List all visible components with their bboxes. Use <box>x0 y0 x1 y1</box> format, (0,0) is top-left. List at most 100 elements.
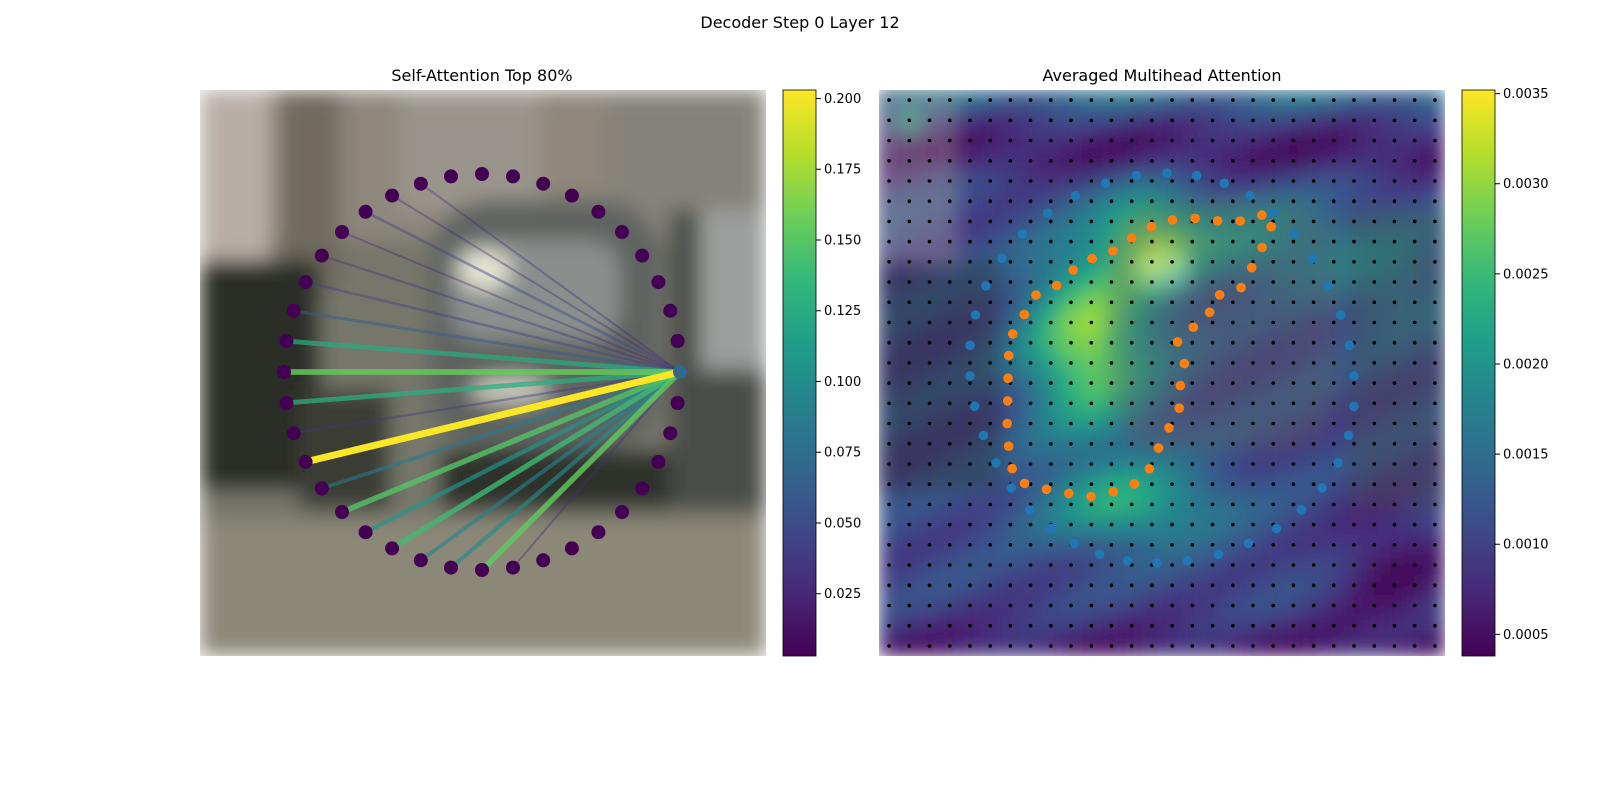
grid-dot <box>1150 623 1154 628</box>
grid-dot <box>948 138 952 143</box>
blue-point <box>1219 178 1230 189</box>
grid-dot <box>1311 159 1316 163</box>
grid-dot <box>1412 522 1417 527</box>
grid-dot <box>1089 199 1094 203</box>
grid-dot <box>1210 280 1215 284</box>
grid-dot <box>1150 502 1154 507</box>
grid-dot <box>1291 421 1296 426</box>
orange-point <box>1031 290 1041 300</box>
grid-dot <box>1231 320 1235 325</box>
grid-dot <box>1332 98 1336 102</box>
grid-dot <box>1412 401 1417 406</box>
grid-dot <box>1190 280 1195 284</box>
grid-dot <box>1412 482 1417 487</box>
grid-dot <box>1251 340 1255 345</box>
blue-point <box>969 401 980 412</box>
grid-dot <box>1291 603 1296 608</box>
grid-dot <box>1332 179 1336 183</box>
grid-dot <box>1028 563 1033 567</box>
grid-dot <box>1210 159 1215 163</box>
grid-dot <box>1231 583 1235 588</box>
grid-dot <box>1332 442 1336 446</box>
attention-edge <box>293 309 681 374</box>
grid-dot <box>1251 603 1255 608</box>
grid-dot <box>1190 159 1195 163</box>
grid-dot <box>1433 280 1437 284</box>
grid-dot <box>1008 583 1013 588</box>
grid-dot <box>1332 644 1336 648</box>
grid-dot <box>1008 543 1013 547</box>
orange-point <box>1204 307 1215 318</box>
grid-dot <box>1291 159 1296 163</box>
grid-dot <box>968 219 972 224</box>
grid-dot <box>1291 179 1296 183</box>
grid-dot <box>1412 644 1417 648</box>
grid-dot <box>1170 442 1174 446</box>
grid-dot <box>1372 502 1377 507</box>
grid-dot <box>1311 280 1316 284</box>
grid-dot <box>887 543 891 547</box>
grid-dot <box>1049 502 1053 507</box>
grid-dot <box>1109 623 1114 628</box>
grid-dot <box>1089 482 1094 487</box>
grid-dot <box>1291 118 1296 123</box>
token-point <box>314 481 329 496</box>
orange-point <box>1108 246 1118 256</box>
grid-dot <box>1231 179 1235 183</box>
grid-dot <box>1271 462 1275 466</box>
grid-dot <box>1109 462 1114 466</box>
grid-dot <box>1170 583 1174 588</box>
grid-dot <box>968 563 972 567</box>
grid-dot <box>1392 644 1397 648</box>
grid-dot <box>1433 361 1437 365</box>
grid-dot <box>1069 239 1073 244</box>
left-plot-area <box>200 90 766 656</box>
token-point <box>663 426 678 441</box>
grid-dot <box>1392 98 1397 102</box>
grid-dot <box>948 583 952 588</box>
grid-dot <box>1089 340 1094 345</box>
grid-dot <box>907 603 912 608</box>
grid-dot <box>1028 179 1033 183</box>
grid-dot <box>1372 300 1377 305</box>
grid-dot <box>1271 260 1275 264</box>
grid-dot <box>907 644 912 648</box>
grid-dot <box>1069 583 1073 588</box>
grid-dot <box>1129 199 1134 203</box>
grid-dot <box>927 239 932 244</box>
grid-dot <box>1271 179 1275 183</box>
grid-dot <box>1291 98 1296 102</box>
grid-dot <box>1109 381 1114 385</box>
grid-dot <box>887 219 891 224</box>
grid-dot <box>1089 239 1094 244</box>
blue-point <box>1069 538 1079 549</box>
blue-point <box>1307 253 1318 264</box>
grid-dot <box>1049 543 1053 547</box>
grid-dot <box>907 361 912 365</box>
grid-dot <box>1049 159 1053 163</box>
grid-dot <box>1089 118 1094 123</box>
blue-point <box>1213 549 1224 559</box>
grid-dot <box>1372 260 1377 264</box>
grid-dot <box>948 603 952 608</box>
grid-dot <box>1190 260 1195 264</box>
grid-dot <box>1352 118 1356 123</box>
grid-dot <box>1129 300 1134 305</box>
grid-dot <box>1049 340 1053 345</box>
grid-dot <box>1332 138 1336 143</box>
grid-dot <box>1210 320 1215 325</box>
blue-point <box>1296 505 1307 515</box>
grid-dot <box>1291 482 1296 487</box>
grid-dot <box>948 482 952 487</box>
grid-dot <box>887 563 891 567</box>
grid-dot <box>1291 442 1296 446</box>
grid-dot <box>1028 118 1033 123</box>
grid-dot <box>1109 543 1114 547</box>
grid-dot <box>1069 340 1073 345</box>
grid-dot <box>1028 644 1033 648</box>
colorbar-tick-label: 0.0035 <box>1503 87 1549 102</box>
grid-dot <box>1129 118 1134 123</box>
grid-dot <box>1069 300 1073 305</box>
grid-dot <box>1129 401 1134 406</box>
grid-dot <box>1392 623 1397 628</box>
